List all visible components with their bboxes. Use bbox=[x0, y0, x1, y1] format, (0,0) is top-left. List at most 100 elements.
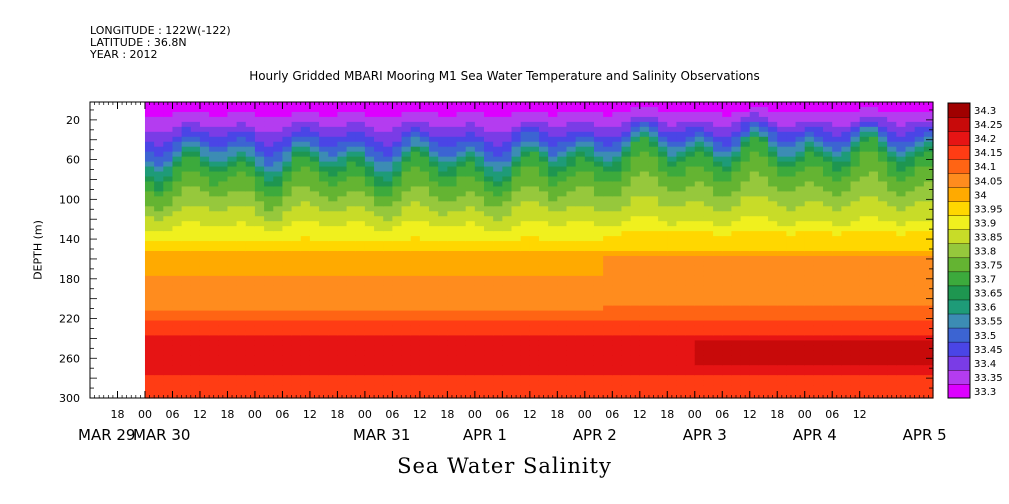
salinity-cell bbox=[832, 126, 842, 133]
salinity-cell bbox=[630, 280, 641, 287]
salinity-cell bbox=[456, 191, 467, 197]
salinity-cell bbox=[401, 191, 412, 197]
salinity-cell bbox=[502, 350, 513, 356]
salinity-cell bbox=[621, 111, 632, 118]
salinity-cell bbox=[319, 300, 329, 307]
salinity-cell bbox=[575, 325, 586, 332]
salinity-cell bbox=[566, 181, 577, 188]
salinity-cell bbox=[383, 365, 393, 371]
salinity-cell bbox=[749, 265, 760, 272]
salinity-cell bbox=[291, 280, 302, 287]
salinity-cell bbox=[621, 365, 632, 371]
salinity-cell bbox=[749, 226, 760, 232]
salinity-cell bbox=[887, 136, 897, 143]
salinity-cell bbox=[584, 285, 595, 292]
salinity-cell bbox=[584, 191, 595, 197]
salinity-cell bbox=[456, 290, 467, 297]
salinity-cell bbox=[520, 231, 531, 237]
salinity-cell bbox=[493, 275, 503, 282]
salinity-cell bbox=[648, 285, 659, 292]
salinity-cell bbox=[346, 360, 357, 366]
salinity-cell bbox=[181, 380, 192, 386]
salinity-cell bbox=[328, 325, 338, 332]
salinity-cell bbox=[474, 166, 485, 173]
salinity-cell bbox=[181, 290, 192, 297]
salinity-cell bbox=[410, 196, 421, 202]
salinity-cell bbox=[264, 390, 274, 396]
salinity-cell bbox=[346, 201, 357, 207]
salinity-cell bbox=[374, 285, 384, 292]
salinity-cell bbox=[374, 265, 384, 272]
salinity-cell bbox=[621, 206, 632, 212]
salinity-cell bbox=[410, 275, 421, 282]
salinity-cell bbox=[703, 255, 714, 262]
salinity-cell bbox=[456, 250, 467, 257]
salinity-cell bbox=[227, 156, 238, 163]
salinity-cell bbox=[154, 255, 164, 262]
salinity-cell bbox=[832, 290, 842, 297]
salinity-cell bbox=[245, 201, 256, 207]
salinity-cell bbox=[758, 226, 769, 232]
salinity-cell bbox=[731, 121, 742, 128]
salinity-cell bbox=[804, 171, 815, 178]
salinity-cell bbox=[401, 116, 412, 123]
salinity-cell bbox=[456, 280, 467, 287]
salinity-cell bbox=[777, 176, 787, 183]
salinity-cell bbox=[713, 325, 723, 332]
salinity-cell bbox=[621, 221, 632, 227]
salinity-cell bbox=[667, 186, 678, 192]
salinity-cell bbox=[575, 106, 586, 113]
salinity-cell bbox=[264, 365, 274, 371]
salinity-cell bbox=[621, 340, 632, 346]
salinity-cell bbox=[282, 310, 293, 317]
salinity-cell bbox=[447, 156, 458, 163]
salinity-cell bbox=[603, 285, 613, 292]
salinity-cell bbox=[777, 131, 787, 138]
salinity-cell bbox=[429, 275, 439, 282]
salinity-cell bbox=[447, 270, 458, 277]
salinity-cell bbox=[474, 325, 485, 332]
salinity-cell bbox=[676, 310, 687, 317]
salinity-cell bbox=[447, 136, 458, 143]
salinity-cell bbox=[768, 250, 778, 257]
salinity-cell bbox=[529, 116, 540, 123]
salinity-cell bbox=[254, 295, 265, 302]
salinity-cell bbox=[291, 236, 302, 242]
salinity-cell bbox=[887, 360, 897, 366]
salinity-cell bbox=[465, 360, 476, 366]
salinity-cell bbox=[575, 255, 586, 262]
salinity-cell bbox=[593, 171, 604, 178]
salinity-cell bbox=[154, 375, 164, 381]
salinity-cell bbox=[850, 146, 861, 153]
salinity-cell bbox=[731, 375, 742, 381]
salinity-cell bbox=[768, 320, 778, 327]
salinity-cell bbox=[144, 280, 155, 287]
salinity-cell bbox=[896, 106, 907, 113]
salinity-cell bbox=[713, 131, 723, 138]
salinity-cell bbox=[291, 380, 302, 386]
salinity-cell bbox=[630, 300, 641, 307]
salinity-cell bbox=[209, 310, 219, 317]
salinity-cell bbox=[612, 191, 623, 197]
salinity-cell bbox=[593, 340, 604, 346]
salinity-cell bbox=[456, 255, 467, 262]
salinity-cell bbox=[282, 236, 293, 242]
salinity-cell bbox=[374, 290, 384, 297]
salinity-cell bbox=[172, 211, 183, 217]
salinity-cell bbox=[493, 136, 503, 143]
salinity-cell bbox=[154, 305, 164, 312]
salinity-cell bbox=[419, 211, 430, 217]
salinity-cell bbox=[566, 126, 577, 133]
salinity-cell bbox=[245, 320, 256, 327]
salinity-cell bbox=[410, 161, 421, 168]
salinity-cell bbox=[768, 290, 778, 297]
salinity-cell bbox=[236, 340, 247, 346]
salinity-cell bbox=[694, 250, 705, 257]
salinity-cell bbox=[621, 280, 632, 287]
salinity-cell bbox=[227, 315, 238, 322]
salinity-cell bbox=[804, 375, 815, 381]
salinity-cell bbox=[199, 295, 210, 302]
salinity-cell bbox=[337, 106, 348, 113]
salinity-cell bbox=[236, 186, 247, 192]
salinity-cell bbox=[713, 136, 723, 143]
